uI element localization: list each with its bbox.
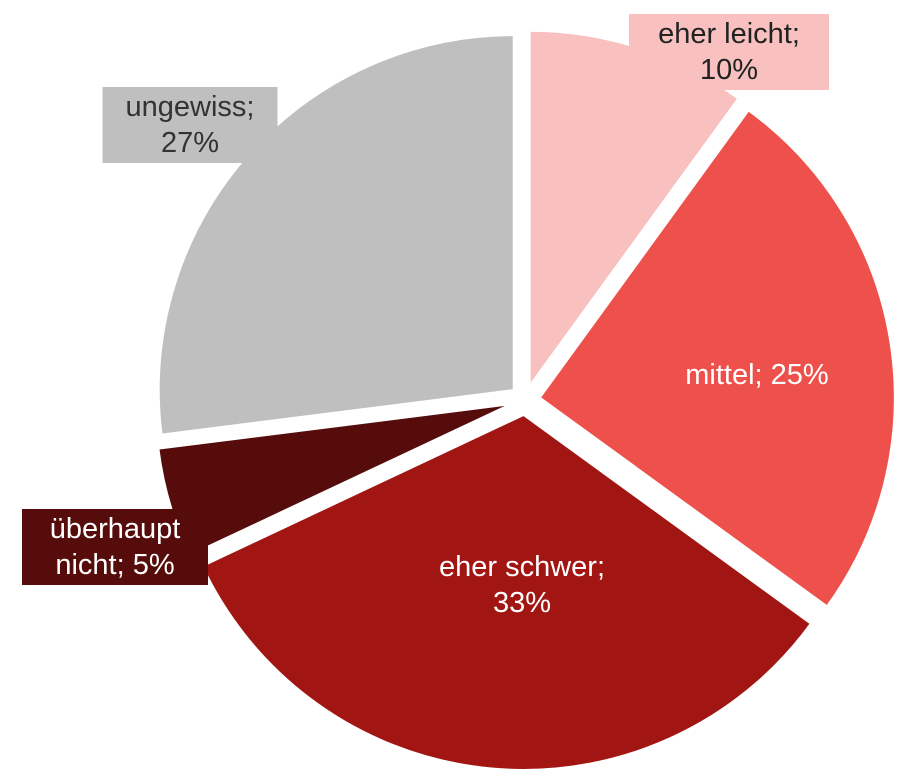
pie-slice	[201, 413, 813, 771]
data-label: eher leicht; 10%	[629, 14, 829, 90]
data-label: mittel; 25%	[685, 359, 829, 391]
pie-slice	[538, 109, 896, 608]
data-label: eher schwer; 33%	[438, 551, 605, 619]
data-label: ungewiss; 27%	[102, 87, 278, 163]
data-label: überhaupt nicht; 5%	[22, 509, 208, 585]
